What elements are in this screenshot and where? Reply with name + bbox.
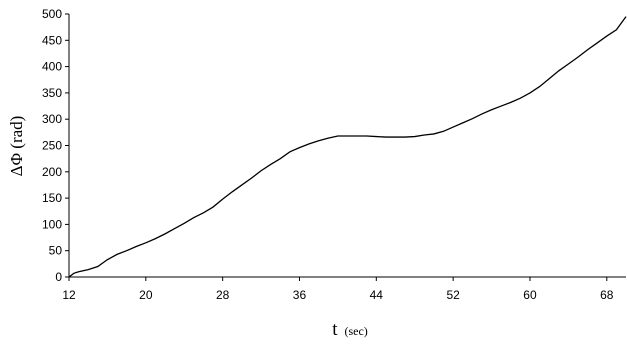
y-tick-label: 100: [42, 217, 62, 231]
x-axis-ticks: 12 20 28 36 44 52 60 68: [62, 277, 614, 302]
y-tick-label: 200: [42, 165, 62, 179]
x-axis-title: t (sec): [332, 319, 368, 340]
x-axis-title-main: t: [332, 319, 338, 340]
y-tick-label: 300: [42, 112, 62, 126]
x-tick-label: 36: [293, 288, 307, 302]
x-axis-title-unit: (sec): [344, 324, 367, 338]
x-tick-label: 68: [600, 288, 614, 302]
x-tick-label: 44: [370, 288, 384, 302]
x-tick-label: 20: [139, 288, 153, 302]
x-tick-label: 60: [523, 288, 537, 302]
y-axis-ticks: 0 50 100 150 200 250 300 350 400 450 500: [42, 7, 69, 284]
x-tick-label: 52: [446, 288, 460, 302]
y-tick-label: 50: [49, 244, 63, 258]
data-series-line: [68, 16, 627, 278]
y-axis-title: ΔΦ (rad): [7, 116, 26, 177]
x-tick-label: 28: [216, 288, 230, 302]
y-tick-label: 250: [42, 139, 62, 153]
y-tick-label: 500: [42, 7, 62, 21]
y-tick-label: 0: [55, 270, 62, 284]
y-tick-label: 450: [42, 33, 62, 47]
x-tick-label: 12: [62, 288, 76, 302]
y-tick-label: 400: [42, 60, 62, 74]
y-tick-label: 150: [42, 191, 62, 205]
y-tick-label: 350: [42, 86, 62, 100]
